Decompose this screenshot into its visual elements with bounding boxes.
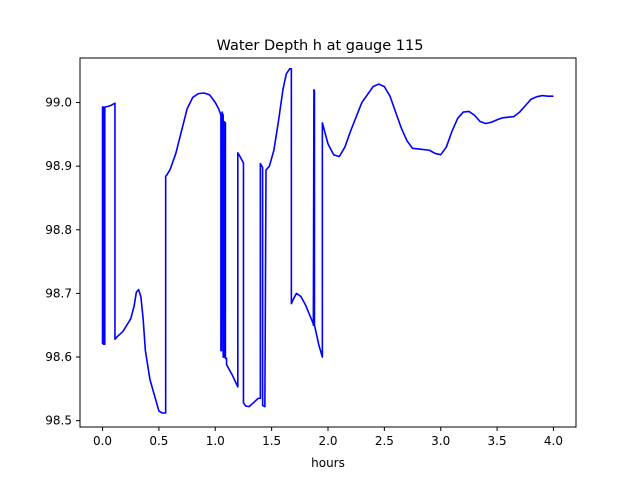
axes-frame — [79, 57, 577, 428]
x-axis-label: hours — [311, 456, 345, 470]
y-tick-label: 98.7 — [45, 286, 72, 300]
x-tick-label: 3.5 — [488, 434, 507, 448]
y-tick-label: 98.6 — [45, 350, 72, 364]
chart-title: Water Depth h at gauge 115 — [217, 38, 424, 54]
plot-area — [101, 68, 554, 414]
x-tick-label: 0.0 — [93, 434, 112, 448]
x-tick-label: 2.0 — [318, 434, 337, 448]
y-tick-label: 98.5 — [45, 414, 72, 428]
y-tick-label: 99.0 — [45, 96, 72, 110]
y-axis-ticks: 98.5 98.6 98.7 98.8 98.9 99.0 — [45, 96, 80, 428]
x-tick-label: 3.0 — [431, 434, 450, 448]
y-tick-label: 98.8 — [45, 223, 72, 237]
x-axis-ticks: 0.0 0.5 1.0 1.5 2.0 2.5 3.0 3.5 4.0 — [93, 427, 563, 448]
x-tick-label: 1.5 — [262, 434, 281, 448]
x-tick-label: 1.0 — [206, 434, 225, 448]
x-tick-label: 2.5 — [375, 434, 394, 448]
y-tick-label: 98.9 — [45, 159, 72, 173]
x-tick-label: 4.0 — [544, 434, 563, 448]
x-tick-label: 0.5 — [149, 434, 168, 448]
series-line-water-depth — [101, 68, 554, 414]
